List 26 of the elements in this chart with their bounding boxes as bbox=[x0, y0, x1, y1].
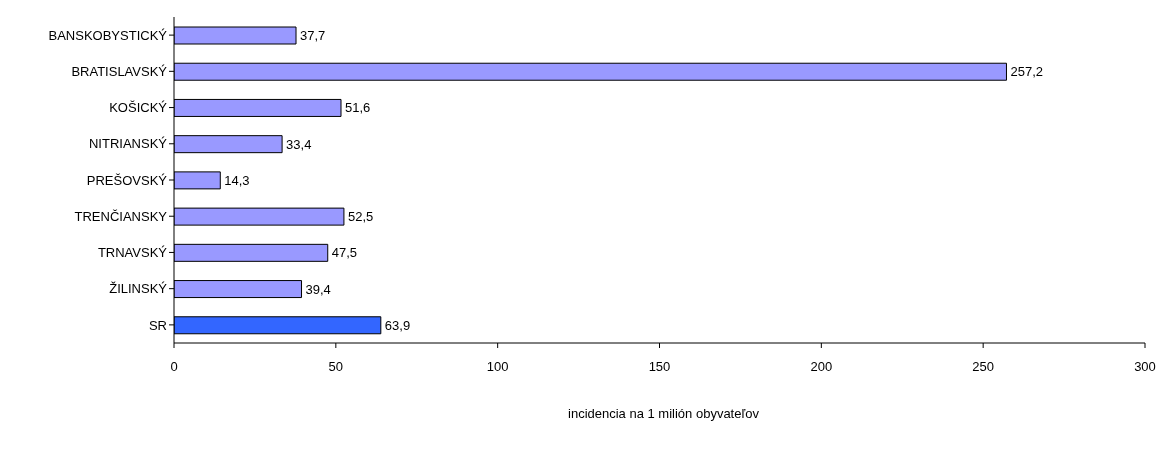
data-label: 51,6 bbox=[345, 100, 371, 116]
y-tick-label: PREŠOVSKÝ bbox=[86, 172, 168, 188]
x-tick-label: 300 bbox=[1134, 359, 1156, 375]
y-tick-label: TRNAVSKÝ bbox=[97, 245, 168, 261]
x-tick-label: 100 bbox=[486, 359, 509, 375]
data-label: 39,4 bbox=[305, 281, 331, 297]
data-label: 47,5 bbox=[331, 245, 358, 261]
data-label: 14,3 bbox=[224, 172, 250, 188]
data-label: 37,7 bbox=[300, 28, 326, 43]
y-tick-label: NITRIANSKÝ bbox=[88, 136, 168, 152]
x-axis-title: incidencia na 1 milión obyvateľov bbox=[567, 406, 760, 421]
y-tick-label: SR bbox=[148, 317, 167, 333]
y-tick-label: ŽILINSKÝ bbox=[109, 281, 168, 297]
x-tick-label: 50 bbox=[328, 359, 344, 375]
y-tick-label: KOŠICKÝ bbox=[109, 100, 168, 116]
data-label: 257,2 bbox=[1010, 64, 1044, 80]
data-label: 33,4 bbox=[286, 136, 312, 152]
data-label: 63,9 bbox=[384, 317, 411, 333]
x-tick-label: 150 bbox=[648, 359, 671, 375]
data-label: 52,5 bbox=[347, 209, 374, 225]
x-tick-label: 250 bbox=[972, 359, 995, 375]
x-tick-label: 200 bbox=[810, 359, 833, 375]
y-tick-label: BANSKOBYSTICKÝ bbox=[48, 27, 168, 43]
y-tick-label: TRENČIANSKY bbox=[74, 208, 168, 224]
y-tick-label: BRATISLAVSKÝ bbox=[71, 63, 168, 79]
x-tick-label: 0 bbox=[170, 359, 178, 375]
